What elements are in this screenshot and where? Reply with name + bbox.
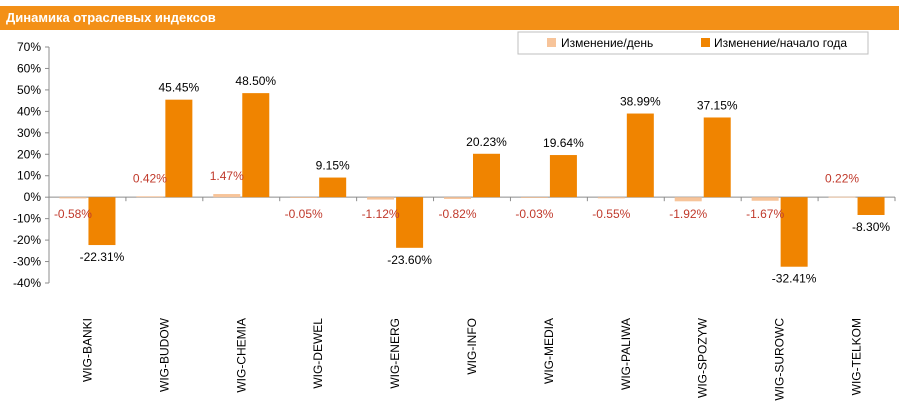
bar-day xyxy=(674,197,702,202)
category-label: WIG-BANKI xyxy=(80,318,94,382)
legend-box xyxy=(517,31,869,55)
chart-title-bar: Динамика отраслевых индексов xyxy=(0,6,899,30)
bar-year xyxy=(780,197,808,267)
bar-day xyxy=(367,197,395,200)
bar-year xyxy=(857,197,885,215)
data-label-year: -23.60% xyxy=(387,253,432,267)
bar-day xyxy=(520,197,548,198)
y-tick-label: -10% xyxy=(13,212,41,226)
bar-day xyxy=(751,197,779,201)
bar-year xyxy=(703,117,731,198)
y-tick-label: -20% xyxy=(13,233,41,247)
bar-day xyxy=(290,197,318,198)
data-label-year: 38.99% xyxy=(620,95,661,109)
y-tick-label: 0% xyxy=(24,190,42,204)
y-tick-label: 50% xyxy=(17,83,41,97)
bar-layer xyxy=(59,93,885,267)
category-label: WIG-INFO xyxy=(465,318,479,375)
y-tick-label: 70% xyxy=(17,40,41,54)
data-label-year: 48.50% xyxy=(235,74,276,88)
bar-day xyxy=(444,197,471,199)
y-tick-label: 60% xyxy=(17,61,41,75)
data-label-day: 1.47% xyxy=(210,169,244,183)
category-label: WIG-PALIWA xyxy=(619,318,633,390)
bar-day xyxy=(828,196,856,198)
data-label-year: 45.45% xyxy=(159,81,200,95)
legend-swatch-year xyxy=(701,38,710,47)
data-label-year: -32.41% xyxy=(772,272,817,286)
y-tick-label: -30% xyxy=(13,255,41,269)
data-label-year: -8.30% xyxy=(852,220,890,234)
bar-day xyxy=(213,194,241,198)
data-label-year: 37.15% xyxy=(697,98,738,112)
label-layer: -22.31% -0.58% WIG-BANKI 45.45% 0.42% WIG-BUD… xyxy=(54,74,890,401)
data-label-day: -0.58% xyxy=(54,207,92,221)
data-label-day: -0.82% xyxy=(438,207,476,221)
category-label: WIG-SUROWC xyxy=(773,318,787,401)
bar-day xyxy=(59,197,87,199)
data-label-day: 0.22% xyxy=(825,172,859,186)
data-label-year: 19.64% xyxy=(543,136,584,150)
data-label-day: -0.03% xyxy=(515,207,553,221)
data-label-year: -22.31% xyxy=(80,250,125,264)
bar-day xyxy=(597,197,625,199)
category-label: WIG-MEDIA xyxy=(542,318,556,384)
data-label-day: 0.42% xyxy=(133,171,167,185)
data-label-day: -1.92% xyxy=(669,207,707,221)
legend: Изменение/день Изменение/начало года xyxy=(517,31,869,55)
data-label-day: -1.12% xyxy=(362,207,400,221)
bar-day xyxy=(136,196,164,198)
y-tick-label: 40% xyxy=(17,104,41,118)
chart-title: Динамика отраслевых индексов xyxy=(6,10,216,25)
category-label: WIG-TELKOM xyxy=(850,318,864,395)
legend-label-day: Изменение/день xyxy=(561,36,653,50)
bar-year xyxy=(242,93,270,198)
category-label: WIG-ENERG xyxy=(388,318,402,389)
legend-swatch-day xyxy=(547,38,556,47)
bar-year xyxy=(626,113,654,198)
bar-year xyxy=(473,153,500,198)
bar-year xyxy=(319,177,347,198)
data-label-day: -0.55% xyxy=(592,207,630,221)
bar-year xyxy=(88,197,116,246)
bar-year xyxy=(549,155,577,198)
data-label-year: 9.15% xyxy=(316,159,350,173)
data-label-day: -0.05% xyxy=(285,207,323,221)
axis-layer: -40% -30% -20% -10% 0% 10% 20% 30% 40% 50% 60% 70% xyxy=(13,40,896,290)
legend-label-year: Изменение/начало года xyxy=(714,36,847,50)
category-label: WIG-DEWEL xyxy=(311,318,325,389)
data-label-year: 20.23% xyxy=(466,135,507,149)
y-tick-label: -40% xyxy=(13,276,41,290)
bar-year xyxy=(165,99,193,198)
y-tick-label: 20% xyxy=(17,147,41,161)
category-label: WIG-BUDOW xyxy=(157,317,171,392)
data-label-day: -1.67% xyxy=(746,207,784,221)
category-label: WIG-SPOZYW xyxy=(696,317,710,398)
bar-year xyxy=(396,197,424,248)
category-label: WIG-CHEMIA xyxy=(234,318,248,393)
y-tick-label: 10% xyxy=(17,169,41,183)
y-tick-label: 30% xyxy=(17,126,41,140)
